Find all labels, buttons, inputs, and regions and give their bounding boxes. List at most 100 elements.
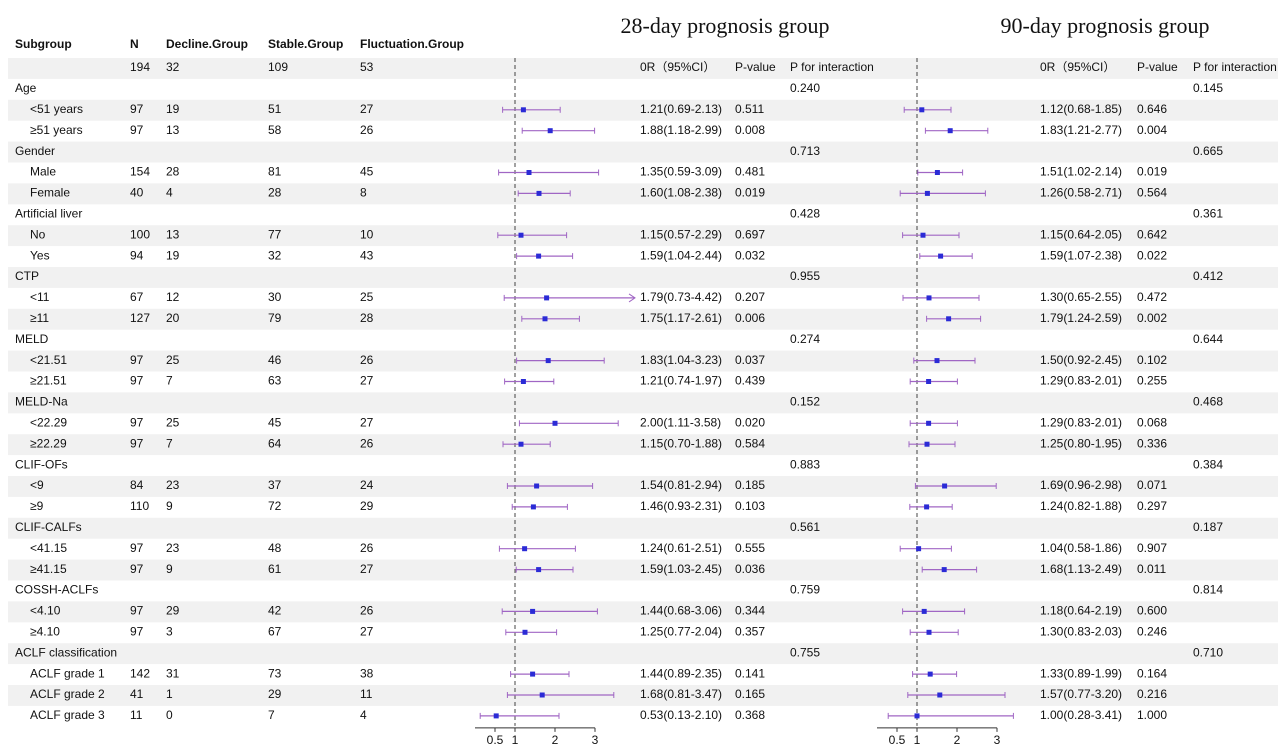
point-estimate <box>520 107 526 113</box>
count-cell: 20 <box>166 311 180 325</box>
p-interaction: 0.187 <box>1193 520 1223 534</box>
p-interaction: 0.955 <box>790 269 820 283</box>
point-estimate <box>493 713 499 719</box>
p-value: 0.071 <box>1137 478 1167 492</box>
count-cell: 194 <box>130 60 150 74</box>
count-cell: 32 <box>166 60 180 74</box>
or-label: 1.15(0.64-2.05) <box>1040 227 1122 241</box>
x-tick-label: 3 <box>994 733 1001 746</box>
p-value: 0.185 <box>735 478 765 492</box>
count-cell: 7 <box>268 708 275 722</box>
count-cell: 30 <box>268 290 282 304</box>
or-label: 1.29(0.83-2.01) <box>1040 374 1122 388</box>
count-cell: 9 <box>166 562 173 576</box>
or-label: 1.24(0.82-1.88) <box>1040 499 1122 513</box>
count-cell: 26 <box>360 353 374 367</box>
count-cell: 10 <box>360 227 374 241</box>
count-cell: 110 <box>130 499 149 513</box>
count-cell: 26 <box>360 123 374 137</box>
p-value: 0.564 <box>1137 186 1167 200</box>
p-interaction: 0.428 <box>790 206 820 220</box>
count-cell: 26 <box>360 604 374 618</box>
count-cell: 31 <box>166 666 180 680</box>
count-cell: 63 <box>268 374 282 388</box>
point-estimate <box>937 692 943 698</box>
count-cell: 43 <box>360 248 374 262</box>
point-estimate <box>926 379 932 384</box>
p-value: 0.646 <box>1137 102 1167 116</box>
p-interaction: 0.814 <box>1193 583 1223 597</box>
count-cell: 27 <box>360 415 374 429</box>
count-cell: 67 <box>130 290 144 304</box>
subgroup-label: ≥51 years <box>30 123 83 137</box>
or-label: 2.00(1.11-3.58) <box>640 415 721 429</box>
p-value: 0.068 <box>1137 415 1167 429</box>
point-estimate <box>941 567 947 573</box>
count-cell: 154 <box>130 165 150 179</box>
or-label: 1.75(1.17-2.61) <box>640 311 722 325</box>
count-cell: 79 <box>268 311 282 325</box>
or-label: 1.54(0.81-2.94) <box>640 478 722 492</box>
point-estimate <box>926 629 932 635</box>
count-cell: 41 <box>130 687 144 701</box>
count-cell: 53 <box>360 60 374 74</box>
p-interaction: 0.883 <box>790 457 820 471</box>
count-cell: 0 <box>166 708 173 722</box>
count-cell: 1 <box>166 687 173 701</box>
column-header: 0R（95%CI） <box>640 60 715 74</box>
row-stripe <box>8 392 1278 414</box>
count-cell: 42 <box>268 604 282 618</box>
point-estimate <box>927 671 933 677</box>
count-cell: 4 <box>360 708 367 722</box>
row-stripe <box>8 350 1278 372</box>
or-label: 1.33(0.89-1.99) <box>1040 666 1122 680</box>
group-label: COSSH-ACLFs <box>15 583 98 597</box>
p-interaction: 0.468 <box>1193 395 1223 409</box>
point-estimate <box>530 608 536 614</box>
count-cell: 7 <box>166 436 173 450</box>
p-value: 0.036 <box>735 562 765 576</box>
count-cell: 97 <box>130 123 144 137</box>
count-cell: 97 <box>130 415 144 429</box>
or-label: 1.50(0.92-2.45) <box>1040 353 1122 367</box>
row-stripe <box>8 643 1278 665</box>
p-value: 0.697 <box>735 227 765 241</box>
x-tick-label: 0.5 <box>889 733 906 746</box>
x-tick-label: 2 <box>954 733 961 746</box>
count-cell: 45 <box>268 415 282 429</box>
subgroup-label: ACLF grade 2 <box>30 687 105 701</box>
row-stripe <box>8 517 1278 539</box>
subgroup-label: Male <box>30 165 56 179</box>
p-interaction: 0.361 <box>1193 206 1223 220</box>
point-estimate <box>916 546 922 552</box>
count-cell: 11 <box>360 687 373 701</box>
group-label: CLIF-OFs <box>15 457 68 471</box>
p-value: 0.164 <box>1137 666 1167 680</box>
or-label: 1.88(1.18-2.99) <box>640 123 722 137</box>
count-cell: 32 <box>268 248 282 262</box>
point-estimate <box>526 170 532 175</box>
point-estimate <box>938 253 944 259</box>
count-cell: 25 <box>166 415 180 429</box>
count-cell: 72 <box>268 499 282 513</box>
row-stripe <box>8 183 1278 205</box>
p-interaction: 0.274 <box>790 332 820 346</box>
point-estimate <box>924 504 930 510</box>
subgroup-label: ACLF grade 1 <box>30 666 105 680</box>
subgroup-label: <4.10 <box>30 604 61 618</box>
p-value: 0.022 <box>1137 248 1167 262</box>
count-cell: 97 <box>130 624 144 638</box>
p-value: 0.472 <box>1137 290 1167 304</box>
p-interaction: 0.759 <box>790 583 820 597</box>
subgroup-label: <51 years <box>30 102 83 116</box>
or-label: 1.69(0.96-2.98) <box>1040 478 1122 492</box>
point-estimate <box>920 232 926 238</box>
p-value: 0.019 <box>735 186 765 200</box>
point-estimate <box>534 483 540 489</box>
count-cell: 25 <box>166 353 180 367</box>
count-cell: 64 <box>268 436 282 450</box>
point-estimate <box>919 107 925 113</box>
or-label: 1.00(0.28-3.41) <box>1040 708 1122 722</box>
p-interaction: 0.145 <box>1193 81 1223 95</box>
p-interaction: 0.240 <box>790 81 820 95</box>
